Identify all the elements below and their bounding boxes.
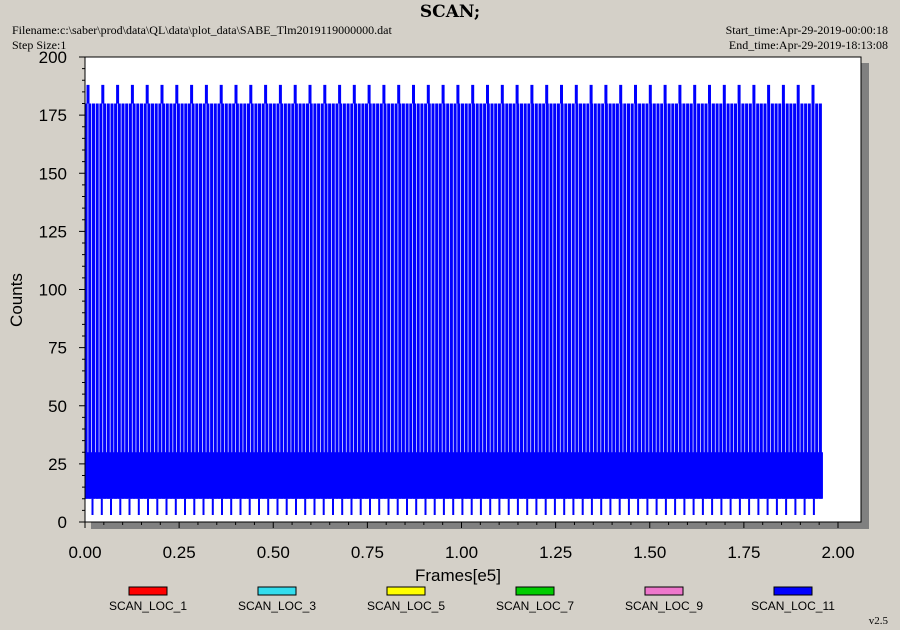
legend-label: SCAN_LOC_1 xyxy=(109,599,187,613)
y-tick-label: 25 xyxy=(48,455,67,474)
x-tick-label: 0.25 xyxy=(163,543,196,562)
x-tick-label: 1.00 xyxy=(445,543,478,562)
legend-label: SCAN_LOC_5 xyxy=(367,599,445,613)
x-tick-label: 2.00 xyxy=(821,543,854,562)
start-time-label: Start_time:Apr-29-2019-00:00:18 xyxy=(725,23,888,37)
chart-title: SCAN; xyxy=(419,2,481,22)
legend-swatch xyxy=(773,586,813,596)
scan-dips xyxy=(91,498,815,515)
x-tick-label: 1.50 xyxy=(633,543,666,562)
legend-swatch xyxy=(257,586,297,596)
y-tick-label: 75 xyxy=(48,339,67,358)
legend-label: SCAN_LOC_7 xyxy=(496,599,574,613)
y-axis-label: Counts xyxy=(7,273,26,327)
legend-swatch xyxy=(386,586,426,596)
legend-label: SCAN_LOC_9 xyxy=(625,599,703,613)
x-tick-label: 0.75 xyxy=(351,543,384,562)
y-tick-label: 175 xyxy=(39,106,67,125)
x-tick-label: 1.75 xyxy=(727,543,760,562)
y-tick-label: 125 xyxy=(39,222,67,241)
end-time-label: End_time:Apr-29-2019-18:13:08 xyxy=(728,38,888,52)
step-size-label: Step Size:1 xyxy=(12,38,67,52)
y-tick-label: 0 xyxy=(58,513,67,532)
series-scan-loc-11 xyxy=(84,84,823,515)
legend-label: SCAN_LOC_3 xyxy=(238,599,316,613)
y-tick-label: 200 xyxy=(39,48,67,67)
legend-label: SCAN_LOC_11 xyxy=(751,599,835,613)
y-axis-ticks: 0 25 50 75 100 125 150 175 200 xyxy=(39,48,85,532)
version-label: v2.5 xyxy=(868,615,888,627)
x-tick-label: 0.50 xyxy=(257,543,290,562)
y-tick-label: 100 xyxy=(39,281,67,300)
legend-swatch xyxy=(515,586,555,596)
scan-lines xyxy=(84,103,822,499)
series-layer xyxy=(84,84,823,515)
legend: SCAN_LOC_1 SCAN_LOC_3 SCAN_LOC_5 SCAN_LOC_7… xyxy=(109,586,835,613)
filename-label: Filename:c:\saber\prod\data\QL\data\plot… xyxy=(12,23,392,37)
y-tick-label: 50 xyxy=(48,397,67,416)
x-tick-label: 0.00 xyxy=(68,543,101,562)
scan-peaks xyxy=(86,84,815,104)
x-axis-label: Frames[e5] xyxy=(415,566,501,585)
x-tick-label: 1.25 xyxy=(539,543,572,562)
legend-swatch xyxy=(644,586,684,596)
x-axis-ticks: 0.00 0.25 0.50 0.75 1.00 1.25 1.50 1.75 2.00 xyxy=(68,522,855,562)
y-tick-label: 150 xyxy=(39,164,67,183)
legend-swatch xyxy=(128,586,168,596)
